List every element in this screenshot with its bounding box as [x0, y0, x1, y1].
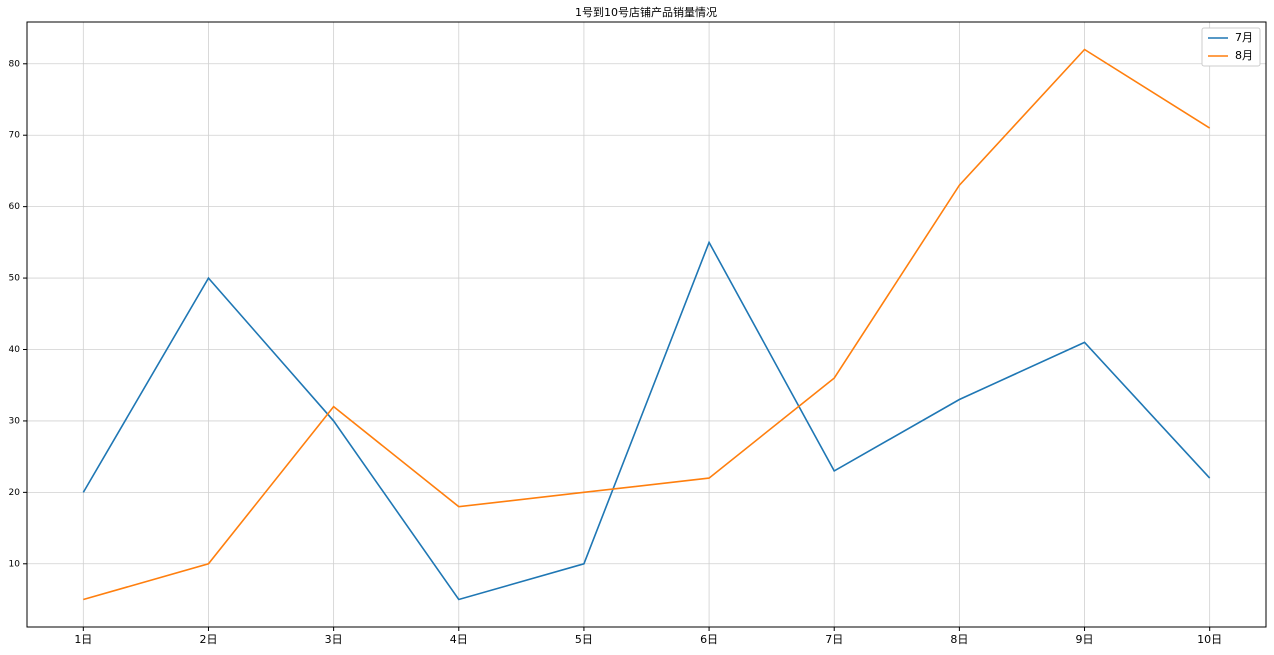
y-tick-label: 70 [9, 131, 21, 141]
x-tick-label: 7日 [825, 633, 843, 646]
legend-label: 8月 [1235, 49, 1253, 62]
x-tick-label: 4日 [450, 633, 468, 646]
x-tick-label: 3日 [325, 633, 343, 646]
x-tick-label: 10日 [1197, 633, 1222, 646]
x-tick-label: 9日 [1076, 633, 1094, 646]
y-tick-label: 10 [9, 559, 21, 569]
y-tick-label: 30 [9, 416, 21, 426]
x-tick-label: 1日 [74, 633, 92, 646]
legend-label: 7月 [1235, 31, 1253, 44]
y-tick-label: 50 [9, 274, 21, 284]
y-tick-label: 80 [9, 59, 21, 69]
x-tick-label: 5日 [575, 633, 593, 646]
chart-title: 1号到10号店铺产品销量情况 [575, 5, 717, 19]
line-series [83, 48, 1211, 601]
y-tick-label: 20 [9, 488, 21, 498]
plot-frame [26, 21, 1267, 628]
line-series [82, 240, 1211, 601]
y-tick-label: 60 [9, 202, 21, 212]
x-tick-label: 8日 [950, 633, 968, 646]
x-tick-label: 2日 [199, 633, 217, 646]
y-tick-label: 40 [9, 345, 21, 355]
x-tick-label: 6日 [700, 633, 718, 646]
